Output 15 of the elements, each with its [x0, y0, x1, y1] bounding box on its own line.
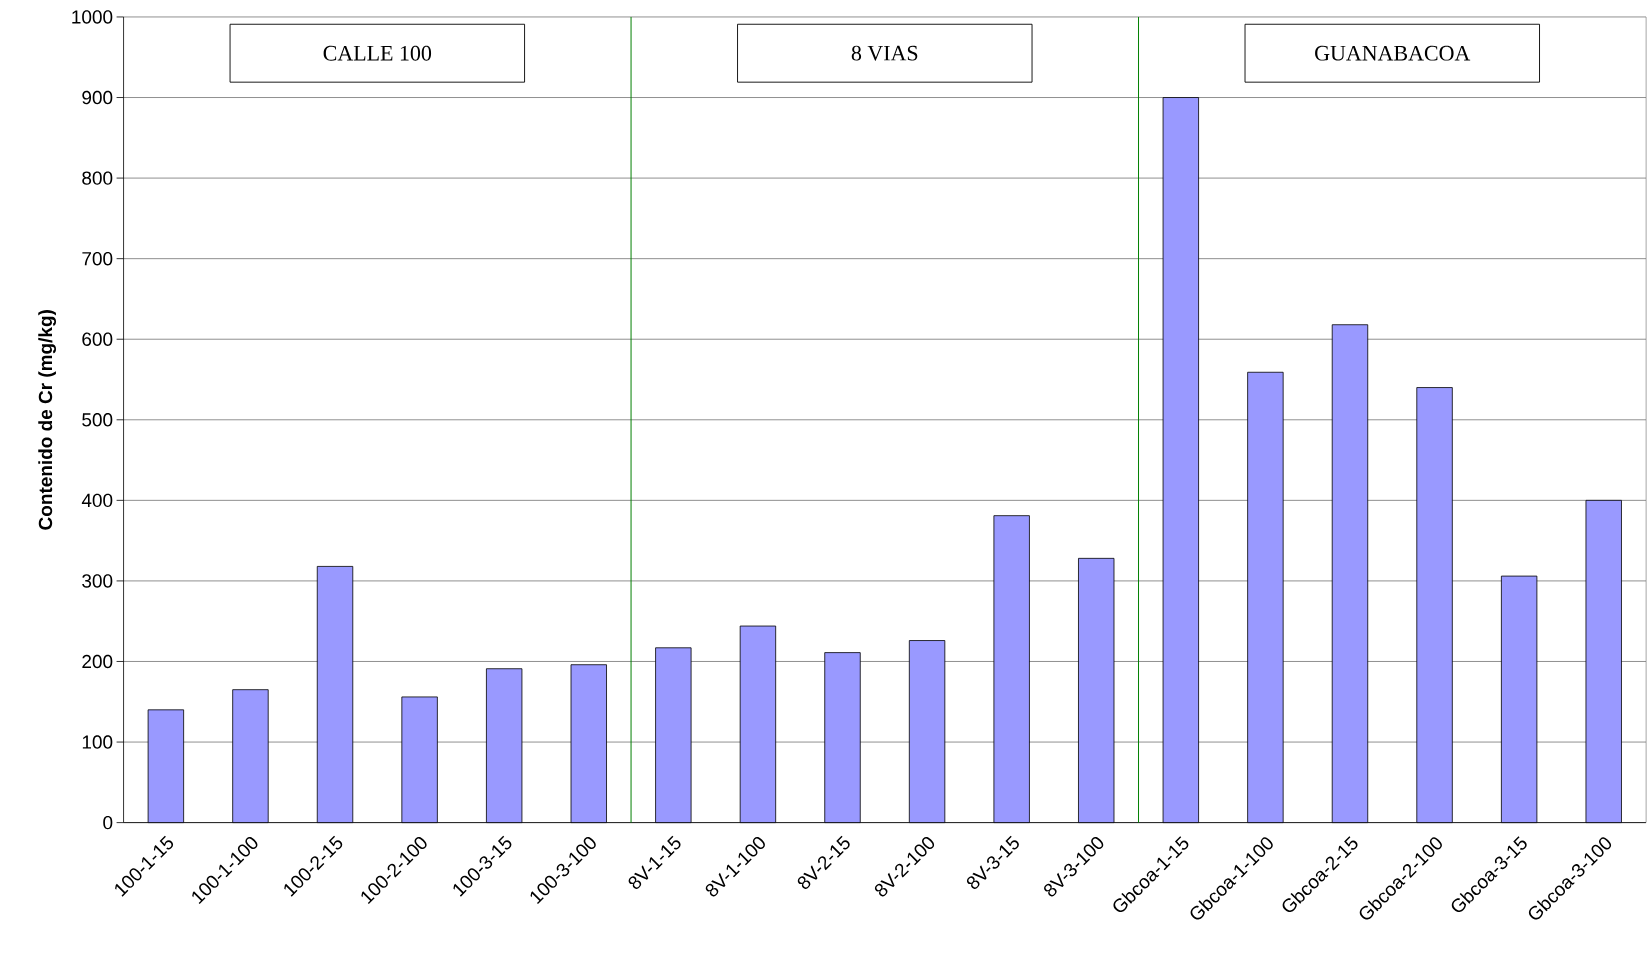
y-tick-label: 400 [81, 493, 113, 507]
annotation: GUANABACOA [1315, 45, 1471, 61]
annotation: 8 VIAS [851, 45, 918, 61]
y-tick-label: 0 [103, 815, 113, 830]
y-tick-label: 1000 [72, 10, 113, 24]
y-tick-label: 800 [82, 171, 113, 185]
annotation: CALLE 100 [323, 45, 432, 61]
y-axis-title: Contenido de Cr (mg/kg) [38, 309, 57, 530]
y-tick-label: 100 [82, 735, 113, 749]
y-tick-label: 900 [82, 90, 113, 105]
y-tick-label: 300 [82, 574, 113, 588]
y-tick-label: 700 [82, 251, 113, 266]
y-tick-label: 500 [82, 412, 113, 427]
y-tick-label: 200 [82, 654, 113, 669]
y-tick-label: 600 [82, 332, 113, 346]
